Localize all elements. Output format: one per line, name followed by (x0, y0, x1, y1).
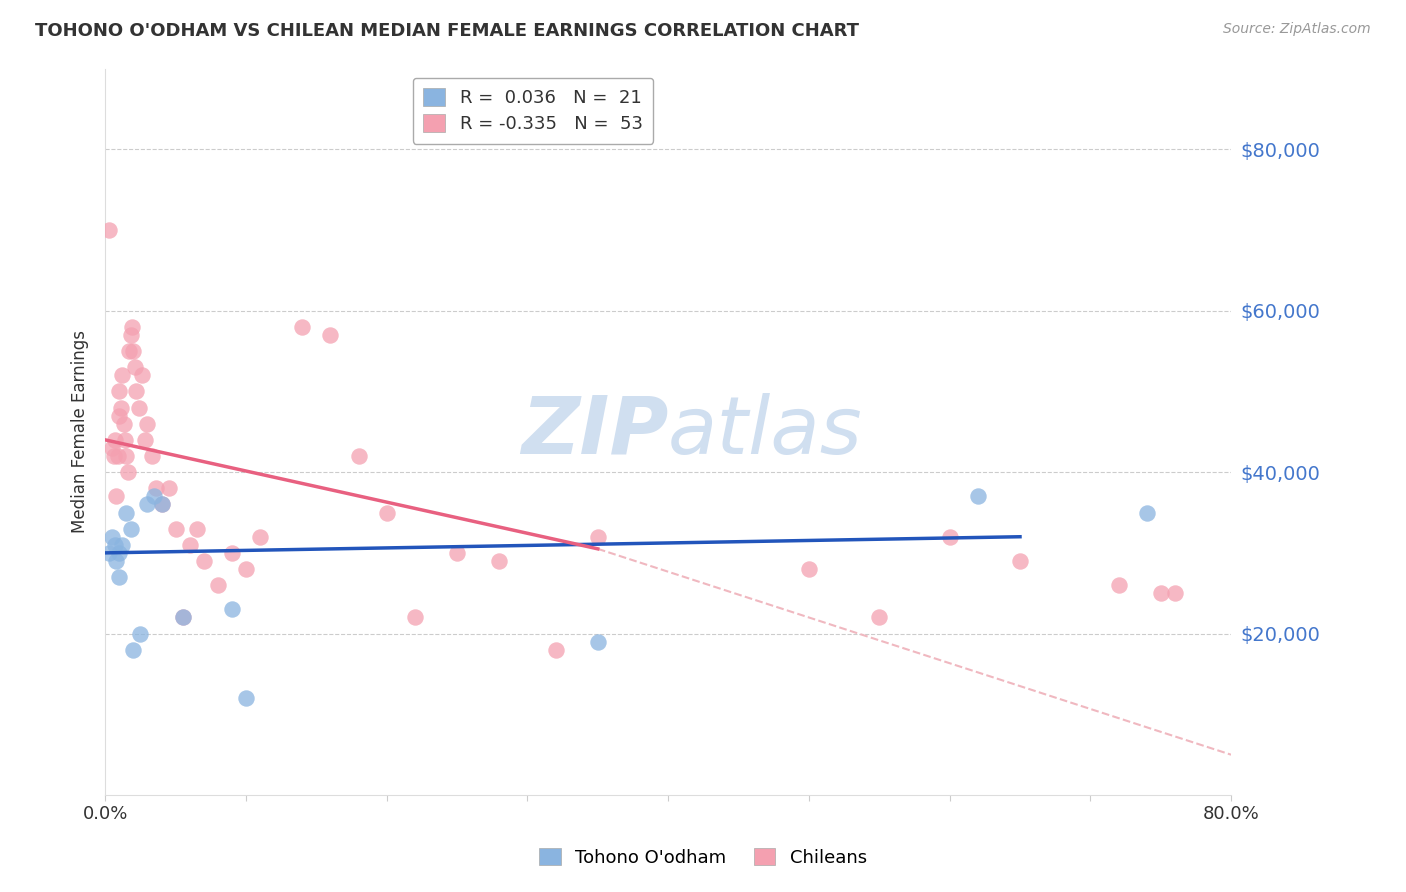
Point (107, 449, 129, 463)
Point (118, 344, 141, 359)
Point (179, 538, 201, 552)
Point (221, 602, 243, 616)
Point (108, 570, 131, 584)
Point (143, 489, 166, 503)
Point (375, 506, 398, 520)
Point (101, 530, 124, 544)
Point (136, 498, 159, 512)
Point (122, 642, 145, 657)
Point (157, 481, 180, 495)
Legend: R =  0.036   N =  21, R = -0.335   N =  53: R = 0.036 N = 21, R = -0.335 N = 53 (413, 78, 654, 144)
Text: TOHONO O'ODHAM VS CHILEAN MEDIAN FEMALE EARNINGS CORRELATION CHART: TOHONO O'ODHAM VS CHILEAN MEDIAN FEMALE … (35, 22, 859, 40)
Point (114, 433, 136, 447)
Y-axis label: Median Female Earnings: Median Female Earnings (72, 330, 89, 533)
Point (98, 546, 121, 560)
Point (586, 530, 609, 544)
Point (124, 360, 146, 375)
Point (108, 384, 131, 399)
Point (966, 489, 988, 503)
Point (172, 610, 194, 624)
Point (122, 344, 145, 359)
Point (120, 327, 142, 342)
Point (544, 642, 567, 657)
Point (150, 498, 173, 512)
Point (104, 433, 127, 447)
Point (141, 449, 163, 463)
Point (221, 546, 243, 560)
Point (186, 522, 208, 536)
Point (136, 417, 159, 431)
Point (249, 530, 271, 544)
Text: Source: ZipAtlas.com: Source: ZipAtlas.com (1223, 22, 1371, 37)
Legend: Tohono O'odham, Chileans: Tohono O'odham, Chileans (531, 841, 875, 874)
Point (1164, 586, 1187, 600)
Point (103, 449, 125, 463)
Point (105, 554, 128, 568)
Point (115, 506, 138, 520)
Point (117, 465, 139, 479)
Point (868, 610, 890, 624)
Point (1008, 554, 1031, 568)
Point (110, 401, 132, 415)
Point (1108, 578, 1130, 592)
Point (150, 498, 173, 512)
Point (105, 489, 128, 503)
Point (111, 538, 134, 552)
Point (193, 554, 215, 568)
Point (125, 384, 148, 399)
Point (586, 634, 609, 648)
Point (112, 417, 135, 431)
Point (121, 319, 143, 334)
Point (404, 610, 426, 624)
Point (165, 522, 187, 536)
Point (797, 562, 820, 576)
Point (101, 441, 124, 455)
Point (235, 562, 257, 576)
Point (120, 522, 142, 536)
Point (129, 626, 152, 640)
Point (1136, 506, 1159, 520)
Text: atlas: atlas (668, 392, 863, 471)
Point (319, 327, 342, 342)
Point (131, 368, 153, 383)
Point (111, 368, 134, 383)
Text: ZIP: ZIP (520, 392, 668, 471)
Point (1150, 586, 1173, 600)
Point (291, 319, 314, 334)
Point (108, 546, 131, 560)
Point (446, 546, 468, 560)
Point (104, 538, 127, 552)
Point (145, 481, 167, 495)
Point (938, 530, 960, 544)
Point (207, 578, 229, 592)
Point (115, 449, 138, 463)
Point (488, 554, 510, 568)
Point (108, 409, 131, 423)
Point (98, 223, 121, 237)
Point (172, 610, 194, 624)
Point (128, 401, 150, 415)
Point (235, 691, 257, 706)
Point (347, 449, 370, 463)
Point (134, 433, 156, 447)
